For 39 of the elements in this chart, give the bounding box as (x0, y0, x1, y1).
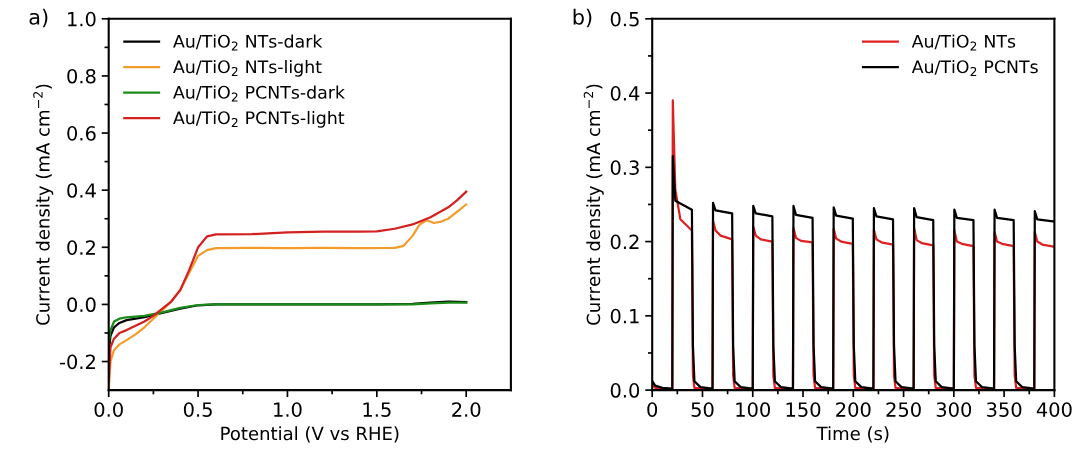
y-tick-label: 0.3 (610, 160, 639, 175)
y-axis-title: Current density (mA cm$^{−2}$) (583, 84, 604, 325)
x-axis-title: Potential (V vs RHE) (221, 426, 399, 443)
y-tick-label: 0.6 (67, 126, 96, 141)
y-tick-label: 0.5 (610, 11, 639, 27)
text: b) (573, 8, 592, 28)
y-tick-label: 0.0 (67, 297, 96, 313)
x-tick-label: 2.0 (452, 402, 481, 417)
legend-label: Au/TiO$_{2}$ NTs (911, 34, 1016, 51)
x-tick-label: 300 (936, 402, 972, 417)
y-tick-label: 0.4 (67, 183, 96, 198)
y-tick-label: -0.2 (59, 354, 95, 370)
y-tick-label: 0.2 (610, 234, 639, 250)
y-tick-label: 0.0 (610, 383, 640, 398)
x-tick-label: 350 (987, 402, 1022, 417)
x-tick-label: 250 (886, 402, 921, 417)
x-tick-label: 0.5 (183, 402, 212, 417)
legend-label: Au/TiO$_{2}$ PCNTs-light (173, 110, 345, 128)
legend-label: Au/TiO$_{2}$ NTs-dark (173, 34, 323, 51)
legend-label: Au/TiO$_{2}$ PCNTs-dark (173, 85, 345, 102)
x-tick-label: 100 (736, 402, 771, 417)
legend-label: Au/TiO$_{2}$ NTs-light (173, 59, 322, 77)
x-tick-label: 0 (647, 402, 658, 417)
x-tick-label: 50 (691, 402, 714, 417)
y-axis-title: Current density (mA cm$^{−2}$) (33, 84, 54, 325)
x-tick-label: 0.0 (94, 402, 123, 417)
x-tick-label: 1.5 (363, 402, 391, 417)
y-tick-label: 0.1 (610, 308, 639, 324)
x-tick-label: 400 (1036, 402, 1072, 417)
y-tick-label: 1.0 (68, 11, 96, 27)
y-tick-label: 0.2 (67, 240, 95, 255)
x-axis-title: Time (s) (816, 426, 889, 443)
legend-label: Au/TiO$_{2}$ PCNTs (911, 59, 1038, 76)
text: a) (29, 8, 48, 28)
y-tick-label: 0.8 (67, 68, 96, 84)
x-tick-label: 200 (836, 402, 871, 417)
x-tick-label: 150 (786, 402, 821, 417)
y-tick-label: 0.4 (610, 86, 640, 101)
x-tick-label: 1.0 (274, 402, 302, 417)
